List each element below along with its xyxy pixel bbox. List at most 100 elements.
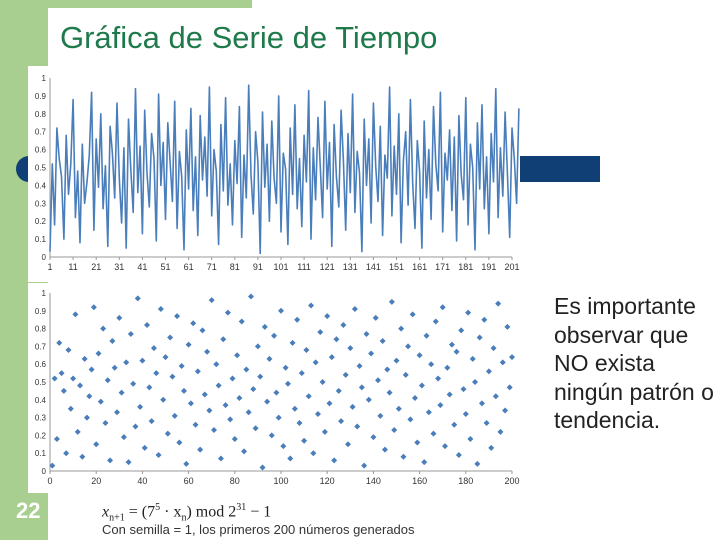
scatter-point (432, 318, 439, 325)
scatter-point (377, 412, 384, 419)
scatter-point (197, 446, 204, 453)
scatter-point (109, 338, 116, 345)
y-tick-label: 0 (42, 467, 47, 476)
scatter-point (137, 403, 144, 410)
scatter-point (155, 451, 162, 458)
scatter-point (418, 382, 425, 389)
y-tick-label: 0.8 (35, 110, 47, 119)
scatter-point (56, 339, 63, 346)
x-tick-label: 20 (91, 476, 101, 486)
scatter-point (400, 453, 407, 460)
scatter-point (439, 304, 446, 311)
scatter-point (321, 428, 328, 435)
scatter-point (97, 398, 104, 405)
scatter-point (259, 464, 266, 471)
scatter-point (398, 325, 405, 332)
x-tick-label: 201 (504, 262, 519, 272)
scatter-point (411, 395, 418, 402)
scatter-point (284, 380, 291, 387)
scatter-point (379, 338, 386, 345)
scatter-point (282, 364, 289, 371)
scatter-point (370, 434, 377, 441)
top-accent-band (48, 0, 252, 8)
scatter-point (467, 435, 474, 442)
scatter-point (437, 402, 444, 409)
formula-exp1: 5 (155, 502, 161, 513)
scatter-point (53, 435, 60, 442)
x-tick-label: 11 (68, 262, 77, 272)
x-tick-label: 81 (230, 262, 240, 272)
scatter-point (83, 414, 90, 421)
scatter-point (502, 407, 509, 414)
scatter-point (342, 371, 349, 378)
scatter-point (199, 327, 206, 334)
scatter-point (428, 361, 435, 368)
scatter-point (236, 395, 243, 402)
x-tick-label: 31 (114, 262, 124, 272)
x-tick-label: 101 (273, 262, 288, 272)
formula-mid-sub: n (181, 512, 187, 524)
scatter-point (257, 373, 264, 380)
scatter-point (349, 403, 356, 410)
scatter-point (190, 320, 197, 327)
time-series-line-chart: 0 0.1 0.2 0.3 0.4 0.5 0.6 0.7 0.8 0.9 1 1 11 21 31 41 51… (28, 66, 527, 282)
generator-formula: xn+1 = (75 · xn) mod 231 − 1 (102, 502, 271, 524)
x-tick-label: 140 (366, 476, 381, 486)
scatter-point (70, 375, 77, 382)
page-number: 22 (16, 498, 41, 523)
scatter-point (169, 373, 176, 380)
scatter-point (356, 362, 363, 369)
scatter-point (107, 457, 114, 464)
scatter-point (287, 455, 294, 462)
formula-caption: Con semilla = 1, los primeros 200 número… (102, 522, 415, 537)
scatter-point (368, 350, 375, 357)
scatter-point (335, 387, 342, 394)
scatter-point (51, 375, 58, 382)
scatter-point (499, 359, 506, 366)
scatter-point (444, 364, 451, 371)
scatter-point (268, 432, 275, 439)
scatter-point (146, 384, 153, 391)
scatter-point (123, 359, 130, 366)
series-line (49, 84, 520, 255)
scatter-point (254, 343, 261, 350)
scatter-point (261, 323, 268, 330)
scatter-point (111, 364, 118, 371)
scatter-point (100, 325, 107, 332)
scatter-point (134, 295, 141, 302)
scatter-point (243, 366, 250, 373)
scatter-point (319, 379, 326, 385)
scatter-point (340, 322, 347, 329)
y-tick-label: 0.6 (35, 146, 47, 155)
scatter-point (273, 389, 280, 396)
scatter-point (144, 322, 151, 329)
scatter-point (416, 352, 423, 359)
scatter-point (289, 339, 296, 346)
y-tick-label: 0.2 (35, 217, 47, 226)
scatter-point (150, 345, 157, 352)
x-tick-label: 40 (137, 476, 147, 486)
scatter-point (204, 348, 211, 355)
formula-lhs-var: x (102, 503, 110, 521)
scatter-point (252, 425, 259, 432)
scatter-point (132, 423, 139, 430)
scatter-point (474, 460, 481, 467)
scatter-point (77, 382, 84, 389)
x-tick-label: 61 (184, 262, 194, 272)
scatter-point (317, 329, 324, 336)
scatter-point (174, 313, 181, 320)
scatter-point (375, 377, 382, 384)
scatter-point (192, 421, 199, 428)
scatter-point (354, 423, 361, 430)
scatter-point (58, 370, 65, 377)
scatter-point (278, 307, 284, 314)
scatter-point (381, 446, 388, 453)
scatter-point (301, 437, 308, 444)
scatter-point (453, 348, 460, 355)
scatter-point (495, 300, 502, 307)
y-tick-label: 0.1 (35, 235, 47, 244)
scatter-point (402, 371, 409, 378)
scatter-point (245, 409, 252, 416)
scatter-point (291, 405, 298, 412)
scatter-point (358, 384, 365, 391)
